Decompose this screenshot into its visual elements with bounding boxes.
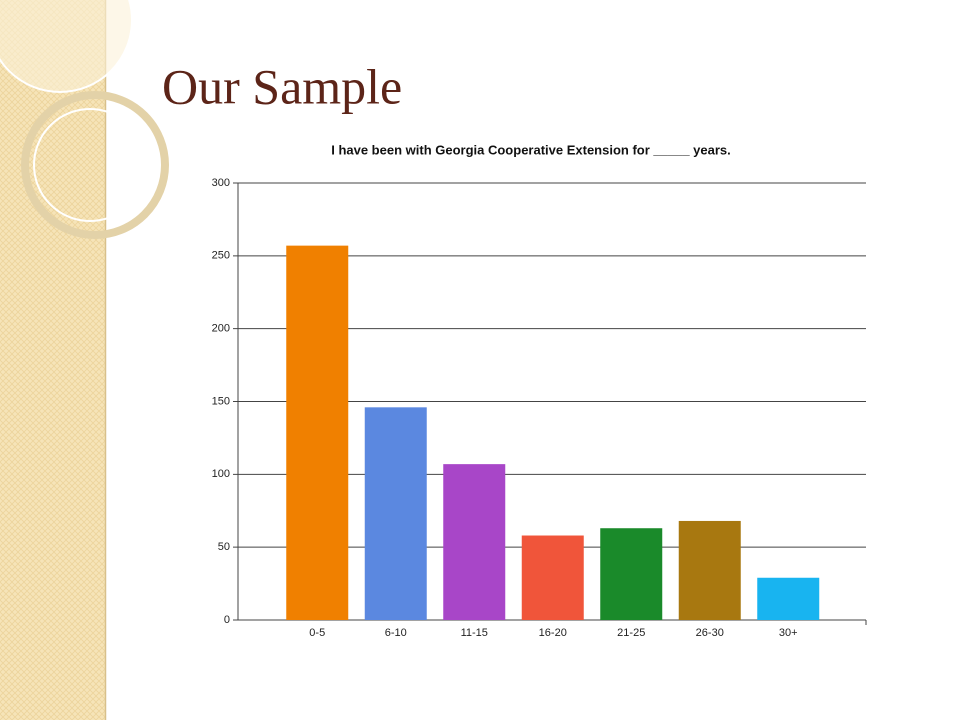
y-tick-label: 0 <box>224 614 230 626</box>
y-tick-label: 300 <box>212 177 230 189</box>
side-strip <box>0 0 105 720</box>
x-tick-label: 30+ <box>779 627 798 639</box>
y-tick-label: 50 <box>218 541 230 553</box>
deco-circle <box>0 0 133 93</box>
y-tick-label: 250 <box>212 250 230 262</box>
bar <box>600 528 663 620</box>
bar <box>364 407 427 620</box>
x-tick-label: 26-30 <box>696 627 724 639</box>
slide-title: Our Sample <box>162 58 402 114</box>
x-tick-label: 16-20 <box>539 627 567 639</box>
y-tick-label: 100 <box>212 468 230 480</box>
deco-ring <box>21 91 169 239</box>
bar <box>443 464 506 620</box>
y-tick-label: 200 <box>212 323 230 335</box>
bar <box>757 577 820 620</box>
bar <box>678 520 741 620</box>
x-tick-label: 0-5 <box>309 627 325 639</box>
x-tick-label: 11-15 <box>461 627 488 639</box>
x-tick-label: 21-25 <box>617 627 645 639</box>
plot: 0 50 100 150 200 250 300 0-5 6-10 11-15 16-20 21-25… <box>212 177 867 639</box>
bar <box>286 245 349 621</box>
bar <box>521 535 584 620</box>
deco-ring <box>33 108 147 222</box>
y-tick-label: 150 <box>212 395 230 407</box>
chart-title: I have been with Georgia Cooperative Ext… <box>331 142 731 157</box>
x-tick-label: 6-10 <box>385 627 407 639</box>
